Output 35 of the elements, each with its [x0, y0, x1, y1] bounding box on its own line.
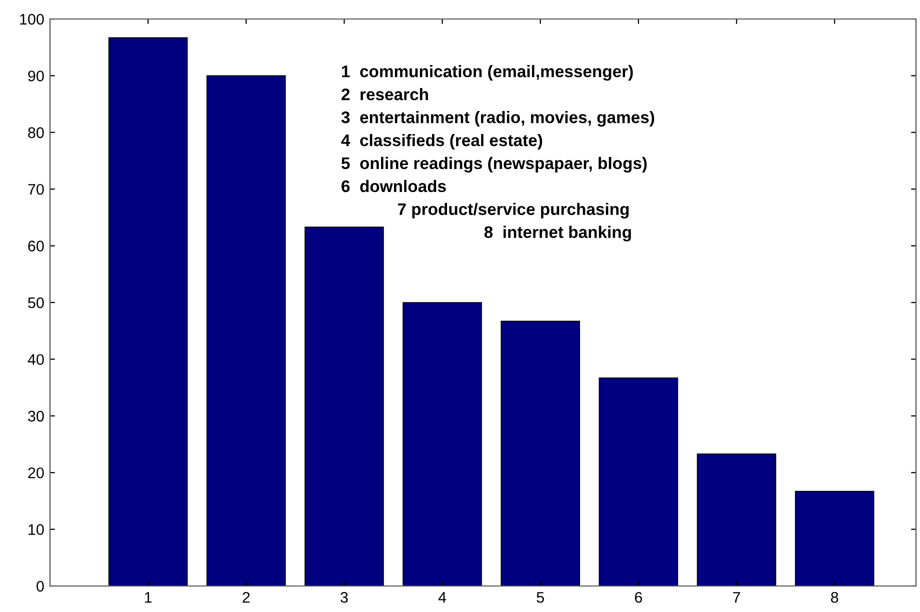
y-tick-label: 30 [28, 410, 44, 422]
y-tick-label: 0 [36, 580, 44, 592]
x-tick-label: 3 [340, 592, 348, 603]
bar [304, 226, 384, 586]
annotation: 3 entertainment (radio, movies, games) [341, 110, 654, 127]
x-tick-label: 8 [831, 592, 838, 603]
annotation: 5 online readings (newspapaer, blogs) [341, 156, 647, 173]
x-tick-label: 6 [634, 592, 642, 603]
bar [500, 320, 580, 586]
bar [402, 302, 482, 586]
annotation: 7 product/service purchasing [398, 202, 629, 218]
y-tick-label: 70 [28, 184, 44, 195]
x-tick-label: 7 [733, 592, 740, 603]
y-tick-label: 10 [28, 524, 44, 535]
y-tick-label: 100 [20, 14, 44, 25]
annotation: 4 classifieds (real estate) [341, 134, 542, 150]
y-tick-label: 20 [28, 467, 44, 478]
bar [108, 37, 188, 586]
y-tick-label: 80 [28, 127, 44, 138]
x-tick-label: 1 [144, 592, 152, 603]
x-tick-label: 5 [536, 592, 544, 603]
bar [696, 453, 776, 586]
x-tick-label: 4 [438, 592, 446, 603]
annotation: 6 downloads [342, 180, 446, 192]
bar [598, 377, 678, 586]
y-tick-label: 60 [28, 240, 44, 252]
y-tick-label: 40 [28, 354, 44, 365]
bar [794, 490, 874, 586]
bar [206, 75, 286, 586]
x-tick-label: 2 [242, 592, 250, 603]
y-tick-label: 90 [28, 70, 44, 82]
annotation: 1 communication (email,messenger) [342, 65, 633, 81]
annotation: 8 internet banking [484, 226, 631, 242]
annotation: 2 research [342, 88, 428, 100]
y-tick-label: 50 [28, 297, 44, 308]
